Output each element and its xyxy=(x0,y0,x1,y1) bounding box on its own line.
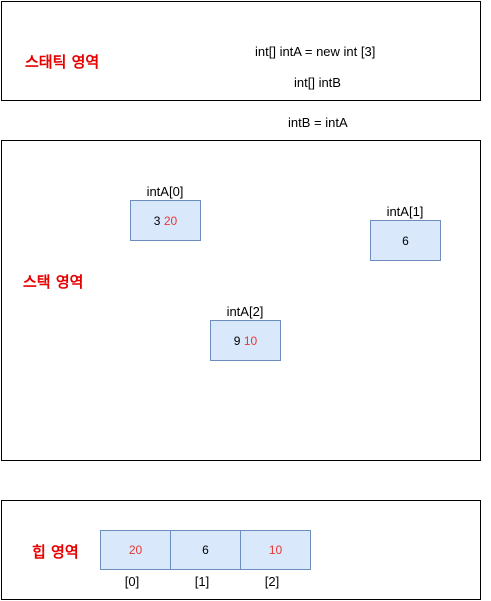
heap-array-index-2: [2] xyxy=(264,574,280,589)
stack-area-title: 스택 영역 xyxy=(23,273,84,291)
heap-array-index-0: [0] xyxy=(124,574,140,589)
intA2-new-value: 10 xyxy=(243,333,258,348)
assignment-statement: intB = intA xyxy=(288,115,348,130)
code-line-array-declaration: int[] intA = new int [3] xyxy=(255,44,376,59)
heap-array-element-0: 20 xyxy=(100,530,171,570)
intA2-label: intA[2] xyxy=(226,304,264,319)
code-line-intb-declaration: int[] intB xyxy=(294,75,341,90)
intA1-value: 6 xyxy=(402,233,409,248)
intA0-new-value: 20 xyxy=(163,213,178,228)
intA1-cell: 6 xyxy=(370,220,441,261)
intA1-label: intA[1] xyxy=(386,204,424,219)
intA2-cell: 9 10 xyxy=(210,320,281,361)
intA0-cell: 3 20 xyxy=(130,200,201,241)
static-area xyxy=(1,1,481,101)
intA0-old-value: 3 xyxy=(153,213,161,228)
heap-array-element-1: 6 xyxy=(170,530,241,570)
intA0-label: intA[0] xyxy=(146,184,184,199)
static-area-title: 스태틱 영역 xyxy=(25,53,100,71)
heap-area-title: 힙 영역 xyxy=(32,543,79,561)
heap-array-element-2: 10 xyxy=(240,530,311,570)
intA2-old-value: 9 xyxy=(233,333,241,348)
heap-array-index-1: [1] xyxy=(194,574,210,589)
stack-area xyxy=(1,140,481,461)
